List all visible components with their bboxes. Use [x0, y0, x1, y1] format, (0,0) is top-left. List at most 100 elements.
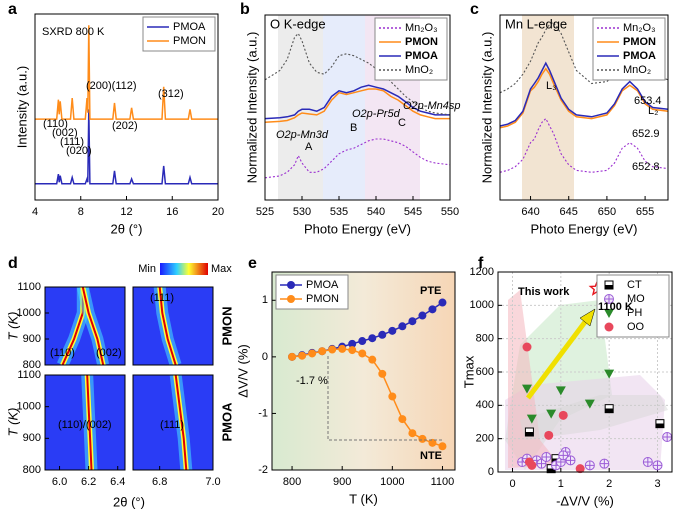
peak-label: (110)	[50, 347, 75, 359]
y-tick-label: 1000	[17, 401, 41, 413]
annotation: (020)	[66, 145, 92, 157]
line	[35, 109, 218, 185]
legend-box	[142, 16, 216, 52]
marker	[348, 346, 357, 355]
marker	[599, 458, 610, 469]
colorbar-min: Min	[138, 263, 156, 275]
marker	[378, 330, 387, 339]
annotation: A	[305, 141, 313, 153]
y-axis-label: T (K)	[5, 312, 20, 341]
annotation: (111)	[60, 136, 84, 148]
y-axis-label: Normalized Intensity (a.u.)	[479, 32, 494, 184]
line	[174, 375, 188, 470]
y-tick-label: 1100	[17, 281, 41, 293]
marker	[418, 434, 427, 443]
annotation: L₃	[546, 80, 557, 92]
y-tick-label: 800	[476, 333, 494, 345]
marker	[328, 345, 337, 354]
marker	[388, 326, 397, 335]
marker-plus	[537, 459, 546, 469]
marker	[428, 305, 437, 314]
marker	[604, 309, 614, 318]
marker	[652, 460, 663, 471]
marker-plus	[599, 459, 609, 469]
marker	[522, 342, 532, 352]
x-tick-label: 12	[120, 206, 132, 218]
y-tick-label: -2	[258, 464, 268, 476]
marker	[527, 460, 537, 470]
marker	[408, 429, 417, 438]
legend-label: Mn₂O₃	[405, 22, 438, 34]
band	[323, 15, 365, 200]
marker	[522, 384, 532, 394]
heatmap-layer	[153, 287, 182, 365]
heatmap-layer	[169, 375, 193, 470]
annotation: (110)	[43, 118, 68, 130]
marker	[408, 317, 417, 326]
plot-frame	[132, 374, 214, 471]
x-tick-label: 6.4	[110, 476, 125, 488]
x-tick-label: 530	[293, 206, 311, 218]
y-tick-label: 1	[262, 294, 268, 306]
x-axis-label: Photo Energy (eV)	[531, 221, 638, 236]
marker	[398, 415, 407, 424]
peak-label: (111)	[150, 292, 174, 304]
legend-label: PMOA	[623, 50, 656, 62]
legend-label: PMON	[173, 35, 206, 47]
x-tick-label: 3	[654, 478, 660, 490]
peak-label: (002)	[96, 347, 122, 359]
panel-label: f	[478, 255, 484, 272]
marker	[358, 337, 367, 346]
marker-plus	[541, 452, 551, 462]
legend-label: PMON	[306, 293, 339, 305]
x-tick-label: 0	[509, 478, 515, 490]
marker-plus	[585, 460, 595, 470]
annotation: O2p-Mn3d	[276, 129, 329, 141]
x-axis-label: 2θ (°)	[111, 221, 143, 236]
x-tick-label: 6.8	[152, 476, 167, 488]
peak-label: (110)/(002)	[58, 419, 112, 431]
x-tick-label: 8	[78, 206, 84, 218]
line	[158, 287, 177, 365]
marker	[526, 414, 537, 424]
annotation: C	[398, 117, 406, 129]
marker	[575, 464, 585, 474]
y-axis-label: Tmax	[461, 355, 476, 388]
legend-label: PH	[627, 307, 642, 319]
marker	[558, 450, 569, 461]
annotation: PTE	[420, 285, 441, 297]
y-tick-label: 900	[23, 333, 41, 345]
x-axis-label: -ΔV/V (%)	[556, 493, 614, 508]
legend-label: PMOA	[173, 21, 206, 33]
x-tick-label: 2	[606, 478, 612, 490]
heatmap-layer	[57, 287, 110, 365]
marker	[546, 409, 557, 419]
line	[81, 287, 105, 365]
legend-label: PMOA	[306, 279, 339, 291]
y-tick-label: 800	[23, 464, 41, 476]
marker	[584, 460, 595, 471]
marker-plus	[566, 455, 575, 465]
x-tick-label: 6.0	[52, 476, 67, 488]
y-tick-label: 600	[476, 366, 494, 378]
plot-frame	[44, 286, 126, 366]
marker	[524, 427, 534, 437]
plot-frame	[497, 271, 673, 473]
x-tick-label: 1100	[431, 476, 455, 488]
legend-label: PMON	[405, 36, 438, 48]
line	[499, 61, 669, 127]
line	[264, 84, 450, 120]
marker	[604, 280, 614, 290]
x-tick-label: 4	[32, 206, 38, 218]
colorbar	[160, 263, 208, 275]
panel-label: b	[240, 1, 250, 18]
line	[264, 32, 451, 116]
legend-box	[275, 274, 349, 310]
plot-frame	[44, 374, 126, 471]
legend-label: MO	[627, 293, 645, 305]
marker-plus	[662, 432, 672, 442]
annotation: SXRD 800 K	[42, 26, 105, 38]
marker	[584, 399, 595, 409]
y-axis-label: Intensity (a.u.)	[14, 66, 29, 148]
x-tick-label: 16	[166, 206, 178, 218]
